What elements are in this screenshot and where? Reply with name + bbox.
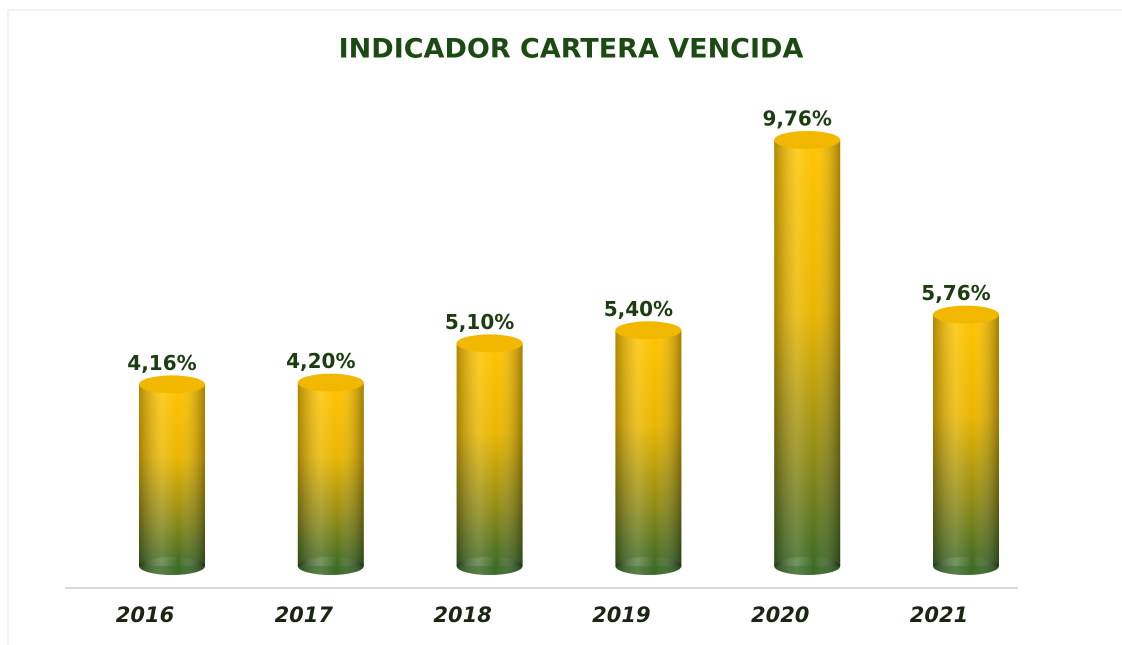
bar-bottom-shade xyxy=(774,557,841,575)
bar-bottom-shade xyxy=(139,557,205,575)
chart-title: INDICADOR CARTERA VENCIDA xyxy=(339,34,804,65)
x-tick-label: 2020 xyxy=(751,603,809,627)
value-label: 4,16% xyxy=(127,351,196,375)
bar-top xyxy=(456,334,523,353)
bar-top xyxy=(139,375,205,394)
bar-shade xyxy=(139,384,205,566)
x-tick-label: 2016 xyxy=(116,603,174,627)
bar-shade xyxy=(615,330,682,566)
x-tick-label: 2021 xyxy=(910,603,968,627)
value-label: 9,76% xyxy=(763,107,832,131)
bar-bottom-shade xyxy=(456,557,523,575)
x-tick-label: 2019 xyxy=(592,603,650,627)
value-label: 5,40% xyxy=(604,297,673,321)
value-label: 4,20% xyxy=(286,349,355,373)
bar-shade xyxy=(933,314,999,566)
x-tick-label: 2018 xyxy=(433,603,491,627)
bar-bottom-shade xyxy=(933,557,999,575)
bar-bottom-shade xyxy=(615,557,682,575)
bar-shade xyxy=(297,382,364,566)
bar-shade xyxy=(456,343,523,566)
bar-top xyxy=(774,131,841,149)
value-label: 5,10% xyxy=(445,310,514,334)
bar-shade xyxy=(774,140,841,566)
bar-top xyxy=(615,321,682,340)
bar-top xyxy=(297,373,364,392)
value-label: 5,76% xyxy=(921,281,990,305)
bar-bottom-shade xyxy=(297,557,364,575)
x-tick-label: 2017 xyxy=(275,603,334,627)
bar-top xyxy=(933,305,999,324)
